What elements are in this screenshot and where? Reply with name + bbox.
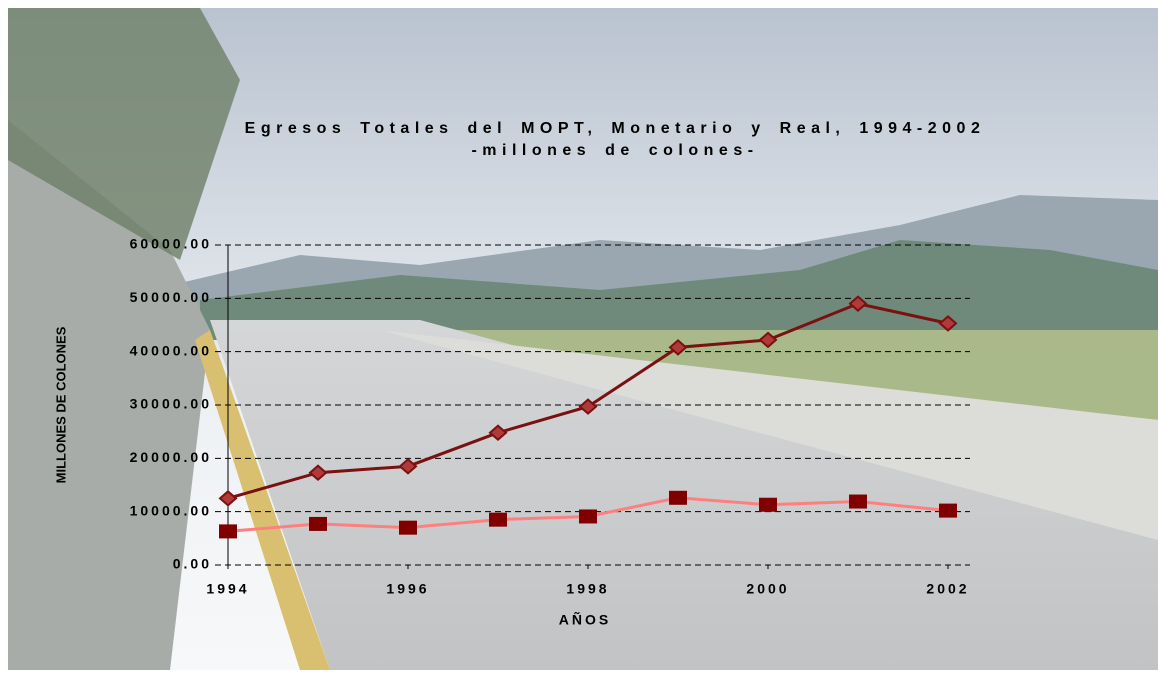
marker — [398, 458, 418, 475]
y-tick-label: 50000.00 — [130, 289, 212, 305]
marker — [309, 516, 327, 531]
y-tick-label: 0.00 — [173, 556, 212, 572]
chart-title-block: Egresos Totales del MOPT, Monetario y Re… — [135, 118, 1095, 162]
marker — [579, 509, 597, 524]
marker — [758, 331, 778, 349]
marker — [488, 424, 508, 442]
marker — [218, 490, 238, 507]
y-tick-label: 10000.00 — [130, 502, 212, 518]
x-tick-label: 2002 — [926, 581, 969, 597]
marker — [849, 494, 867, 509]
x-tick-label: 1998 — [566, 581, 609, 597]
x-tick-label: 2000 — [746, 581, 789, 597]
marker — [848, 295, 868, 312]
chart-subtitle: -millones de colones- — [471, 142, 759, 159]
x-axis-label: AÑOS — [559, 611, 611, 628]
marker — [399, 520, 417, 535]
marker — [939, 503, 957, 518]
x-tick-label: 1994 — [206, 581, 249, 597]
marker — [669, 490, 687, 505]
marker — [308, 464, 328, 482]
y-axis-label: MILLONES DE COLONES — [53, 326, 68, 483]
y-tick-label: 20000.00 — [130, 449, 212, 465]
y-tick-label: 40000.00 — [130, 342, 212, 358]
y-tick-label: 30000.00 — [130, 396, 212, 412]
marker — [668, 339, 688, 356]
marker — [578, 398, 598, 415]
marker — [219, 524, 237, 539]
marker — [489, 512, 507, 527]
background-photo — [8, 8, 1158, 670]
chart-title: Egresos Totales del MOPT, Monetario y Re… — [244, 120, 986, 137]
x-tick-label: 1996 — [386, 581, 429, 597]
y-tick-label: 60000.00 — [130, 236, 212, 252]
marker — [759, 497, 777, 512]
marker — [938, 315, 958, 332]
